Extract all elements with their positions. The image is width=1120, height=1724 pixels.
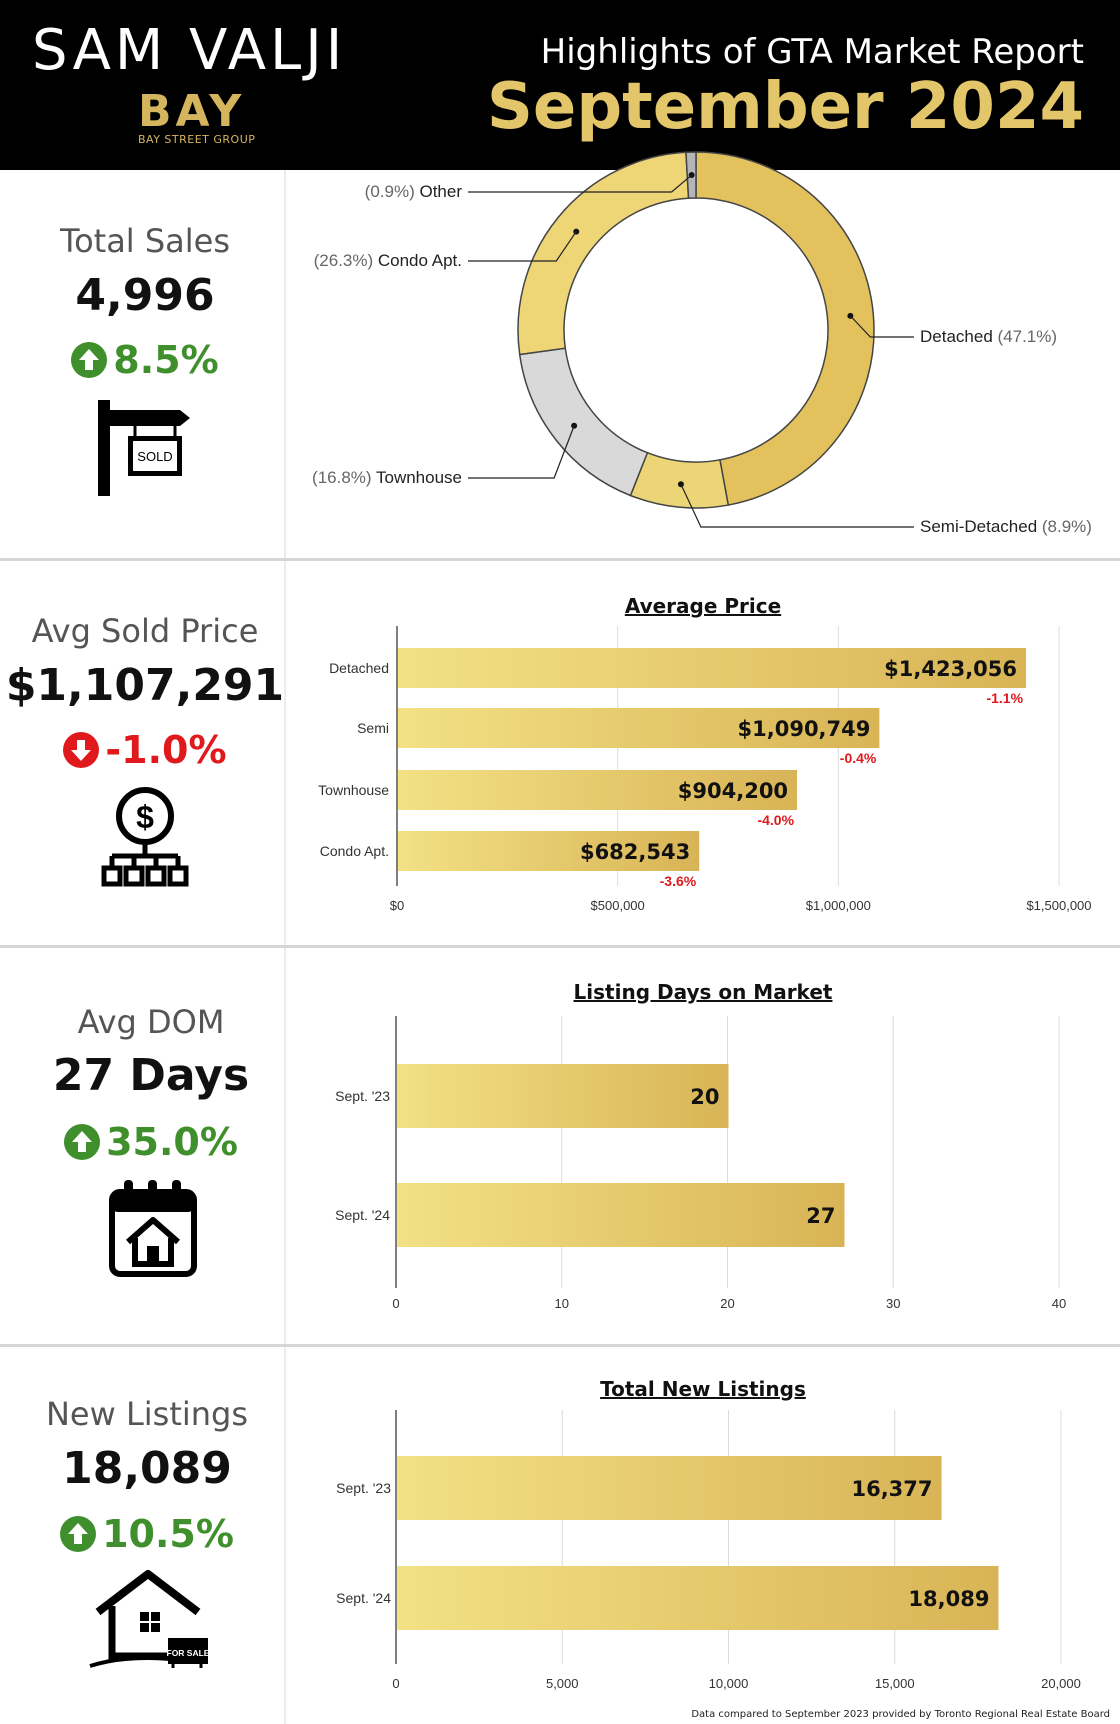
x-tick-label: 10,000 — [709, 1676, 749, 1691]
svg-text:$: $ — [136, 799, 154, 835]
metric-label: Total Sales — [59, 222, 231, 260]
chart-title: Average Price — [624, 594, 782, 618]
house-for-sale-icon: FOR SALE — [89, 1570, 210, 1668]
metric-value: 27 Days — [52, 1050, 250, 1101]
sales-by-type-donut-chart: Detached (47.1%) Semi-Detached (8.9%) (16.… — [312, 151, 1092, 536]
metric-label: Avg Sold Price — [31, 612, 259, 650]
category-label: Detached — [329, 660, 389, 676]
bar-value-label: 18,089 — [908, 1587, 989, 1611]
for-sale-sign-text: FOR SALE — [167, 1648, 210, 1658]
metric-label: New Listings — [45, 1395, 249, 1433]
report-header: SAM VALJI BAY BAY STREET GROUP Highlight… — [0, 0, 1120, 170]
bar — [397, 1566, 999, 1630]
donut-label: (26.3%) Condo Apt. — [314, 251, 462, 270]
bar-value-label: 27 — [806, 1204, 835, 1228]
bar — [397, 1456, 942, 1520]
metric-value: 4,996 — [75, 270, 215, 321]
bar-value-label: 20 — [690, 1085, 719, 1109]
metric-change-value: 8.5% — [113, 338, 219, 382]
donut-leader-line — [468, 231, 577, 262]
metric-change: 10.5% — [2, 1512, 292, 1556]
bar-value-label: $1,090,749 — [738, 717, 871, 741]
bar — [398, 770, 798, 810]
metric-label: Avg DOM — [77, 1003, 225, 1041]
section-divider — [0, 1344, 1120, 1347]
x-tick-label: 5,000 — [546, 1676, 579, 1691]
metric-value: 18,089 — [62, 1443, 232, 1494]
metric-change: 35.0% — [6, 1120, 296, 1164]
x-tick-label: $1,500,000 — [1026, 898, 1091, 913]
donut-label: (0.9%) Other — [365, 182, 463, 201]
calendar-house-icon — [109, 1180, 197, 1277]
bar — [398, 831, 700, 871]
agent-name: SAM VALJI — [32, 18, 347, 83]
category-label: Sept. '23 — [336, 1480, 391, 1496]
category-label: Semi — [357, 720, 389, 736]
donut-leader-line — [680, 484, 914, 528]
sold-sign-icon: SOLD — [98, 400, 190, 496]
footnote: Data compared to September 2023 provided… — [691, 1709, 1110, 1720]
x-tick-label: $500,000 — [591, 898, 645, 913]
bar-value-label: $682,543 — [580, 840, 690, 864]
bar — [398, 708, 880, 748]
brand-logo: BAY — [138, 86, 246, 137]
bar-value-label: $904,200 — [678, 779, 788, 803]
category-label: Condo Apt. — [320, 843, 389, 859]
arrow-down-icon — [63, 732, 100, 768]
metric-change-value: -1.0% — [105, 728, 227, 772]
bar-value-label: $1,423,056 — [884, 657, 1017, 681]
x-tick-label: $1,000,000 — [806, 898, 871, 913]
bar-change-label: -3.6% — [660, 873, 697, 889]
x-tick-label: 20 — [720, 1296, 734, 1311]
donut-leader-line — [468, 174, 693, 193]
arrow-up-icon — [60, 1516, 97, 1552]
bar — [397, 1183, 845, 1247]
x-tick-label: 15,000 — [875, 1676, 915, 1691]
bar — [397, 1064, 729, 1128]
x-tick-label: 10 — [555, 1296, 569, 1311]
x-tick-label: 40 — [1052, 1296, 1066, 1311]
arrow-up-icon — [71, 342, 108, 378]
category-label: Townhouse — [318, 782, 389, 798]
sold-sign-text: SOLD — [137, 449, 172, 464]
donut-leader-line — [849, 315, 914, 338]
donut-label: Semi-Detached (8.9%) — [920, 517, 1092, 536]
x-tick-label: 0 — [392, 1676, 399, 1691]
bar — [398, 648, 1027, 688]
brand-subtitle: BAY STREET GROUP — [138, 133, 256, 146]
bar-change-label: -0.4% — [840, 750, 877, 766]
metric-change-value: 10.5% — [102, 1512, 234, 1556]
donut-label: (16.8%) Townhouse — [312, 468, 462, 487]
x-tick-label: 20,000 — [1041, 1676, 1081, 1691]
dollar-network-icon: $ — [101, 787, 189, 887]
report-title: Highlights of GTA Market Report — [540, 32, 1084, 72]
section-divider — [0, 558, 1120, 561]
donut-leader-line — [468, 425, 575, 479]
category-label: Sept. '24 — [335, 1207, 390, 1223]
x-tick-label: $0 — [390, 898, 404, 913]
chart-title: Listing Days on Market — [573, 980, 833, 1004]
bar-change-label: -4.0% — [757, 812, 794, 828]
metric-change: 8.5% — [0, 338, 290, 382]
metric-value: $1,107,291 — [5, 660, 285, 711]
section-divider — [0, 945, 1120, 948]
x-tick-label: 30 — [886, 1296, 900, 1311]
chart-title: Total New Listings — [600, 1377, 806, 1401]
bar-change-label: -1.1% — [986, 690, 1023, 706]
report-month: September 2024 — [486, 70, 1084, 144]
bar-value-label: 16,377 — [851, 1477, 932, 1501]
category-label: Sept. '24 — [336, 1590, 391, 1606]
metric-change: -1.0% — [0, 728, 290, 772]
arrow-up-icon — [64, 1124, 101, 1160]
metric-change-value: 35.0% — [106, 1120, 238, 1164]
category-label: Sept. '23 — [335, 1088, 390, 1104]
donut-slice-detached — [695, 151, 875, 506]
donut-label: Detached (47.1%) — [920, 327, 1057, 346]
x-tick-label: 0 — [392, 1296, 399, 1311]
